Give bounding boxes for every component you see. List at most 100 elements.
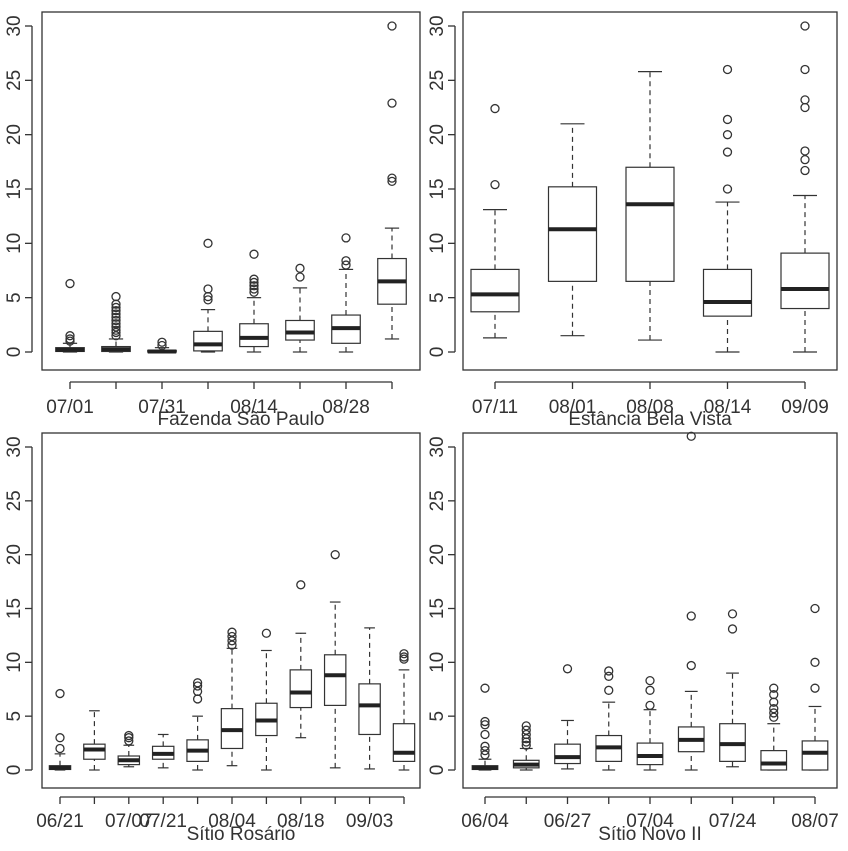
outlier-point	[480, 720, 490, 730]
y-tick-label: 20	[4, 124, 25, 145]
outlier-point	[341, 256, 351, 266]
x-tick-label: 08/14	[704, 397, 752, 418]
outlier-point	[296, 580, 306, 590]
box-group	[471, 683, 499, 771]
x-tick-label: 07/07	[105, 811, 153, 832]
y-tick-label: 15	[4, 598, 25, 619]
box-group	[186, 678, 209, 771]
y-tick-label: 25	[4, 490, 25, 511]
outlier-point	[387, 98, 397, 108]
box-group	[289, 580, 313, 739]
outlier-point	[800, 102, 810, 113]
box-group	[780, 21, 830, 353]
plot-frame	[41, 11, 421, 371]
y-tick-label: 0	[427, 765, 448, 776]
outlier-point	[192, 681, 203, 691]
box-group	[285, 263, 315, 353]
plot-frame	[462, 11, 838, 371]
outlier-point	[480, 716, 490, 727]
box-iqr	[554, 743, 581, 765]
outlier-point	[387, 176, 397, 187]
outlier-point	[727, 609, 738, 619]
outlier-point	[295, 272, 305, 282]
y-tick-label: 30	[427, 15, 448, 36]
box-iqr	[470, 268, 520, 313]
panel-title: Estância Bela Vista	[568, 409, 732, 430]
box-iqr	[358, 683, 381, 736]
outlier-point	[295, 263, 305, 273]
box-iqr	[285, 319, 315, 341]
x-tick-label: 07/01	[46, 397, 94, 418]
outlier-point	[111, 315, 121, 326]
box-group	[323, 550, 347, 769]
y-tick-label: 20	[427, 544, 448, 565]
outlier-point	[192, 694, 203, 704]
outlier-point	[157, 337, 167, 347]
outlier-point	[810, 657, 820, 667]
outlier-point	[203, 284, 213, 294]
box-group	[117, 730, 141, 768]
y-tick-label: 10	[4, 652, 25, 673]
y-tick-label: 15	[427, 178, 448, 199]
box-iqr	[780, 252, 830, 310]
x-tick-label: 07/04	[626, 811, 674, 832]
x-tick-label: 06/27	[544, 811, 592, 832]
outlier-point	[521, 725, 531, 735]
box-group	[760, 683, 788, 771]
outlier-point	[480, 741, 490, 751]
outlier-point	[261, 628, 272, 638]
plot-frame	[41, 432, 421, 789]
outlier-point	[490, 103, 500, 114]
box-iqr	[636, 742, 664, 766]
outlier-point	[686, 431, 696, 441]
x-tick-label: 09/09	[781, 397, 829, 418]
outlier-point	[111, 312, 121, 322]
outlier-point	[722, 114, 733, 125]
box-group	[239, 249, 269, 353]
box-iqr	[289, 669, 313, 709]
x-tick-label: 08/08	[626, 397, 674, 418]
box-group	[719, 609, 746, 768]
box-group	[101, 291, 131, 353]
outlier-point	[55, 733, 65, 743]
x-tick-label: 06/21	[36, 811, 84, 832]
box-group	[193, 238, 223, 353]
box-group	[55, 278, 85, 353]
box-group	[512, 721, 540, 771]
outlier-point	[124, 730, 134, 741]
box-group	[636, 675, 664, 771]
outlier-point	[192, 678, 203, 688]
outlier-point	[227, 627, 237, 637]
outlier-point	[341, 260, 351, 270]
outlier-point	[800, 165, 810, 176]
x-tick-label: 07/21	[139, 811, 187, 832]
outlier-point	[249, 249, 259, 259]
outlier-point	[65, 278, 75, 289]
x-tick-label: 09/03	[346, 811, 394, 832]
box-iqr	[801, 740, 829, 771]
outlier-point	[722, 130, 733, 140]
outlier-point	[480, 729, 490, 740]
box-group	[358, 627, 381, 770]
outlier-point	[727, 624, 738, 634]
outlier-point	[686, 660, 696, 671]
box-iqr	[323, 654, 347, 707]
x-tick-label: 07/11	[472, 397, 518, 418]
x-tick-label: 08/01	[549, 397, 597, 418]
outlier-point	[769, 683, 779, 693]
outlier-point	[203, 295, 213, 305]
box-group	[547, 123, 598, 337]
outlier-point	[800, 146, 810, 156]
panel-2: 0 5 10 15 20 25 30 07/11 08/01 08/08 08/14 09/09 Est…	[427, 11, 838, 430]
panel-title: Fazenda São Paulo	[158, 409, 325, 430]
x-tick-label: 08/04	[208, 811, 256, 832]
outlier-point	[521, 740, 531, 750]
box-group	[625, 71, 675, 341]
outlier-point	[645, 700, 655, 711]
outlier-point	[810, 683, 820, 693]
outlier-point	[111, 322, 121, 332]
outlier-point	[604, 671, 614, 681]
y-tick-label: 0	[4, 765, 25, 776]
outlier-point	[249, 281, 259, 291]
box-iqr	[193, 330, 223, 352]
